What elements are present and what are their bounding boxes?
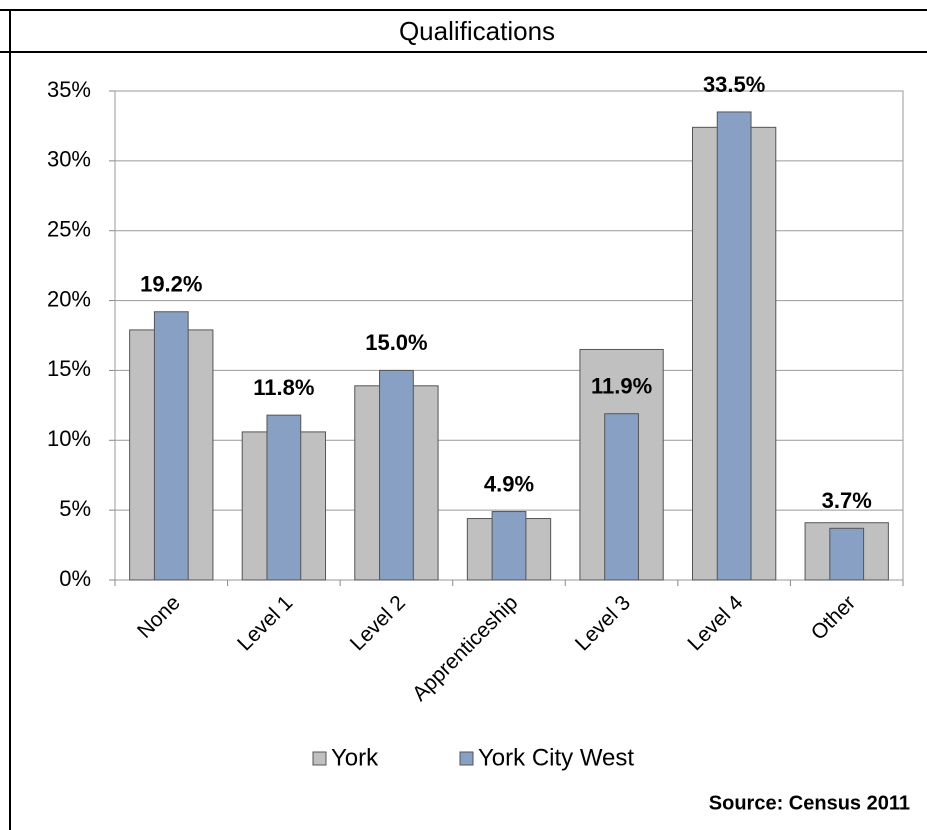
bar: [379, 369, 414, 581]
x-tick-label: Other: [807, 591, 860, 644]
value-label: 11.8%: [253, 375, 314, 400]
y-tick-label: 25%: [47, 217, 91, 242]
value-label: 3.7%: [822, 488, 872, 513]
y-tick-label: 0%: [59, 566, 91, 591]
value-label: 19.2%: [140, 272, 202, 297]
value-label: 33.5%: [703, 72, 765, 97]
value-label: 15.0%: [365, 330, 427, 355]
bar: [829, 527, 865, 581]
legend-swatch: [459, 751, 474, 766]
y-tick-label: 10%: [47, 426, 91, 451]
plot-border: [114, 90, 904, 581]
x-tick-label: Level 1: [233, 591, 297, 655]
legend-label: York: [331, 744, 379, 771]
y-tick-label: 30%: [47, 147, 91, 172]
y-tick-label: 20%: [47, 286, 91, 311]
bar: [266, 414, 302, 581]
source: Source: Census 2011: [709, 792, 910, 814]
x-tick-label: Level 4: [683, 591, 747, 655]
legend-swatch: [312, 751, 327, 766]
chart-title: Qualifications: [399, 16, 555, 46]
bar: [716, 111, 752, 581]
y-tick-label: 35%: [47, 77, 91, 102]
x-tick-label: Level 2: [346, 591, 410, 655]
bar: [153, 311, 189, 581]
value-label: 4.9%: [484, 471, 534, 496]
x-tick-label: None: [133, 591, 185, 643]
bar: [491, 511, 527, 581]
x-tick-label: Apprenticeship: [408, 591, 522, 705]
y-tick-label: 15%: [47, 356, 91, 381]
legend-label: York City West: [478, 744, 634, 771]
y-tick-label: 5%: [59, 496, 91, 521]
x-tick-label: Level 3: [571, 591, 635, 655]
bar: [604, 413, 639, 581]
value-label: 11.9%: [591, 374, 652, 399]
